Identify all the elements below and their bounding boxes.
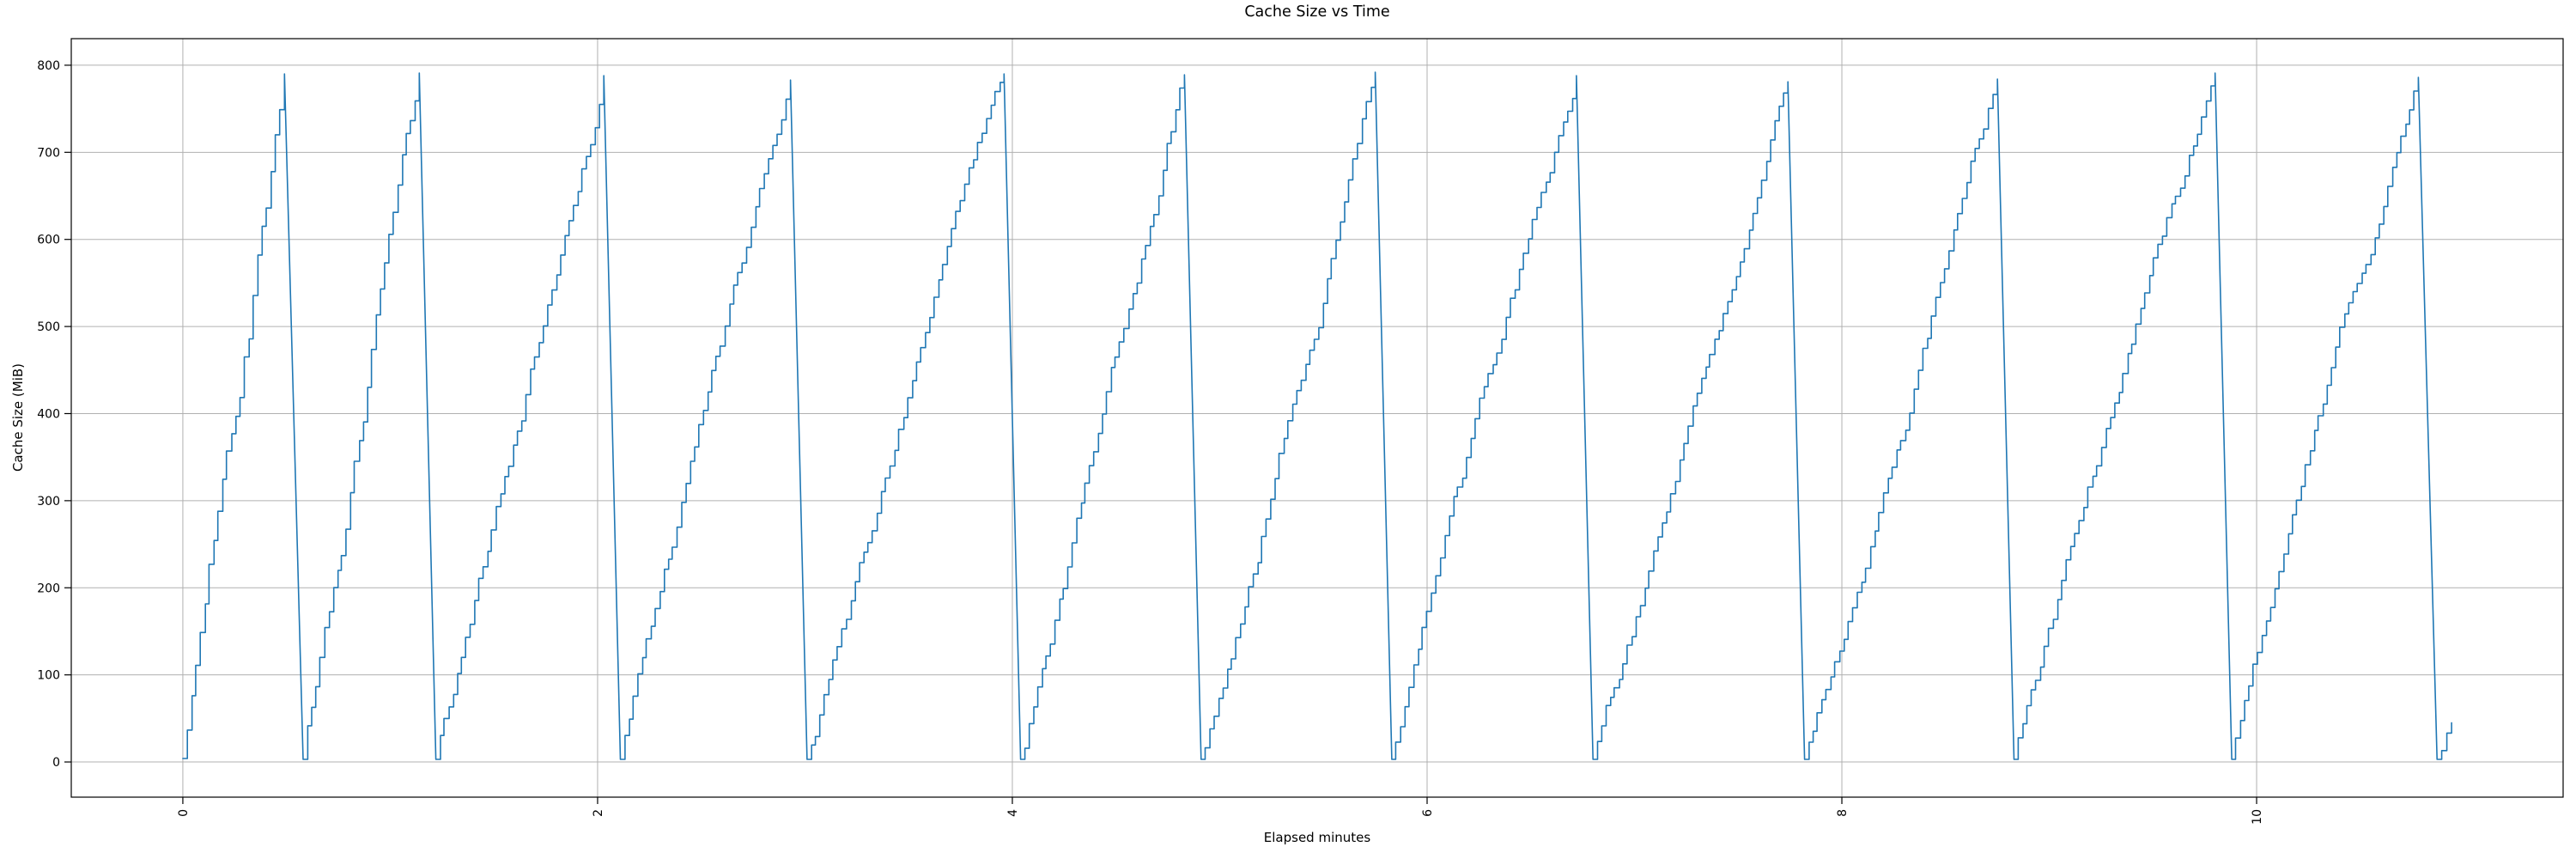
x-tick-label: 10 <box>2251 809 2264 825</box>
y-tick-label: 500 <box>37 320 60 334</box>
x-tick-label: 8 <box>1836 809 1850 817</box>
chart-title: Cache Size vs Time <box>1244 3 1390 21</box>
x-tick-label: 4 <box>1006 809 1020 817</box>
x-tick-label: 0 <box>177 809 191 817</box>
y-tick-label: 0 <box>52 756 60 770</box>
y-tick-label: 800 <box>37 59 60 73</box>
cache-size-line <box>182 71 2452 760</box>
y-tick-label: 100 <box>37 669 60 683</box>
x-tick-label: 6 <box>1421 809 1435 817</box>
y-tick-label: 700 <box>37 146 60 160</box>
y-tick-label: 200 <box>37 582 60 595</box>
plot-border <box>70 38 2564 798</box>
y-tick-label: 300 <box>37 495 60 509</box>
y-tick-label: 400 <box>37 407 60 421</box>
x-tick-label: 2 <box>592 809 605 817</box>
x-axis-label: Elapsed minutes <box>1263 830 1371 845</box>
y-tick-label: 600 <box>37 234 60 247</box>
